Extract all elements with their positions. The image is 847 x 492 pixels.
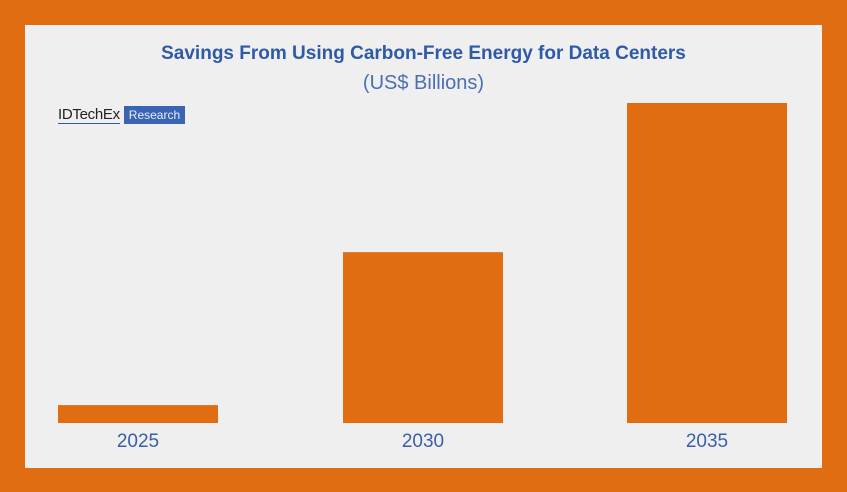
x-tick-label: 2035 xyxy=(686,431,728,452)
bar-2035 xyxy=(627,103,787,423)
bar-2025 xyxy=(58,405,218,423)
logo-tag: Research xyxy=(123,106,186,124)
logo-brand: IDTechEx xyxy=(58,106,120,124)
chart-title: Savings From Using Carbon-Free Energy fo… xyxy=(161,43,686,64)
x-tick-label: 2025 xyxy=(117,431,159,452)
idtechex-logo: IDTechEx Research xyxy=(58,106,186,124)
chart-subtitle: (US$ Billions) xyxy=(362,72,485,94)
bar-2030 xyxy=(343,252,503,423)
x-tick-label: 2030 xyxy=(402,431,444,452)
